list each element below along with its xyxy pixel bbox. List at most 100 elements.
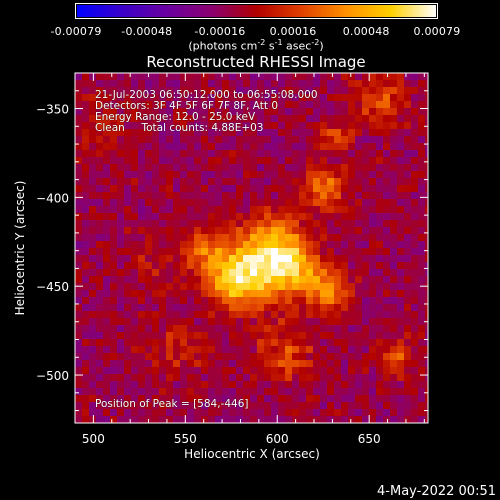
heatmap-cell	[376, 164, 383, 171]
heatmap-cell	[271, 318, 278, 325]
heatmap-cell	[425, 241, 428, 248]
heatmap-cell	[110, 199, 117, 206]
heatmap-cell	[229, 283, 236, 290]
heatmap-cell	[250, 339, 257, 346]
heatmap-cell	[222, 234, 229, 241]
heatmap-cell	[229, 276, 236, 283]
heatmap-cell	[103, 339, 110, 346]
heatmap-cell	[355, 283, 362, 290]
heatmap-cell	[397, 339, 404, 346]
heatmap-cell	[208, 101, 215, 108]
heatmap-cell	[243, 178, 250, 185]
heatmap-cell	[194, 73, 201, 80]
heatmap-cell	[131, 73, 138, 80]
heatmap-cell	[159, 353, 166, 360]
heatmap-cell	[334, 213, 341, 220]
heatmap-cell	[397, 178, 404, 185]
heatmap-cell	[264, 325, 271, 332]
heatmap-cell	[131, 325, 138, 332]
heatmap-cell	[201, 213, 208, 220]
heatmap-cell	[362, 122, 369, 129]
heatmap-cell	[397, 206, 404, 213]
heatmap-cell	[411, 227, 418, 234]
heatmap-cell	[222, 395, 229, 402]
heatmap-cell	[320, 367, 327, 374]
heatmap-cell	[208, 381, 215, 388]
heatmap-cell	[159, 262, 166, 269]
heatmap-cell	[222, 276, 229, 283]
heatmap-cell	[278, 87, 285, 94]
heatmap-cell	[145, 269, 152, 276]
heatmap-cell	[131, 409, 138, 416]
heatmap-cell	[229, 213, 236, 220]
heatmap-cell	[124, 220, 131, 227]
heatmap-cell	[271, 136, 278, 143]
heatmap-cell	[236, 80, 243, 87]
heatmap-cell	[187, 115, 194, 122]
heatmap-cell	[383, 122, 390, 129]
heatmap-cell	[166, 143, 173, 150]
heatmap-cell	[110, 304, 117, 311]
heatmap-cell	[110, 73, 117, 80]
heatmap-cell	[166, 332, 173, 339]
heatmap-cell	[264, 136, 271, 143]
detectors-annotation: Detectors: 3F 4F 5F 6F 7F 8F, Att 0	[95, 100, 279, 112]
heatmap-cell	[82, 332, 89, 339]
heatmap-cell	[306, 353, 313, 360]
heatmap-cell	[243, 80, 250, 87]
y-tick-label: −350	[36, 103, 69, 117]
heatmap-cell	[208, 332, 215, 339]
heatmap-cell	[278, 220, 285, 227]
heatmap-cell	[124, 164, 131, 171]
heatmap-cell	[383, 234, 390, 241]
heatmap-cell	[173, 290, 180, 297]
heatmap-cell	[320, 227, 327, 234]
heatmap-cell	[369, 297, 376, 304]
heatmap-cell	[376, 192, 383, 199]
heatmap-cell	[292, 136, 299, 143]
heatmap-cell	[390, 311, 397, 318]
heatmap-cell	[390, 73, 397, 80]
heatmap-cell	[369, 416, 376, 423]
heatmap-cell	[250, 360, 257, 367]
heatmap-cell	[89, 192, 96, 199]
heatmap-cell	[285, 346, 292, 353]
heatmap-cell	[390, 185, 397, 192]
heatmap-cell	[418, 136, 425, 143]
heatmap-cell	[292, 346, 299, 353]
heatmap-cell	[159, 73, 166, 80]
heatmap-cell	[355, 339, 362, 346]
heatmap-cell	[152, 395, 159, 402]
heatmap-cell	[138, 94, 145, 101]
heatmap-cell	[222, 290, 229, 297]
heatmap-cell	[320, 73, 327, 80]
heatmap-cell	[194, 108, 201, 115]
heatmap-cell	[208, 290, 215, 297]
heatmap-cell	[187, 346, 194, 353]
heatmap-cell	[166, 367, 173, 374]
heatmap-cell	[320, 122, 327, 129]
heatmap-cell	[103, 143, 110, 150]
heatmap-cell	[327, 101, 334, 108]
heatmap-cell	[138, 388, 145, 395]
heatmap-cell	[278, 206, 285, 213]
heatmap-cell	[138, 143, 145, 150]
heatmap-cell	[327, 381, 334, 388]
heatmap-cell	[96, 353, 103, 360]
heatmap-cell	[257, 325, 264, 332]
heatmap-cell	[383, 346, 390, 353]
heatmap-cell	[215, 248, 222, 255]
heatmap-cell	[138, 206, 145, 213]
heatmap-cell	[306, 87, 313, 94]
heatmap-cell	[250, 234, 257, 241]
heatmap-cell	[173, 304, 180, 311]
heatmap-cell	[250, 416, 257, 423]
heatmap-cell	[397, 402, 404, 409]
heatmap-cell	[390, 234, 397, 241]
heatmap-cell	[418, 199, 425, 206]
heatmap-cell	[96, 94, 103, 101]
heatmap-cell	[390, 101, 397, 108]
heatmap-cell	[215, 108, 222, 115]
heatmap-cell	[138, 227, 145, 234]
heatmap-cell	[278, 136, 285, 143]
